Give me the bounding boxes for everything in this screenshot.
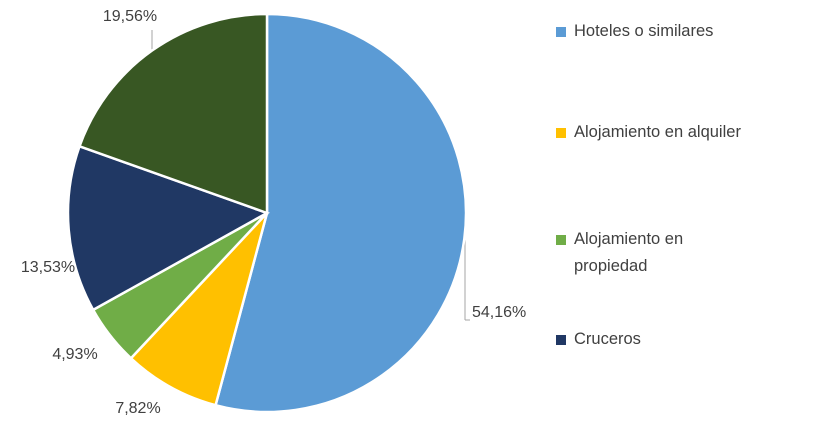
legend-label: Alojamiento en propiedad — [574, 230, 684, 275]
legend-swatch — [556, 235, 566, 245]
legend-swatch — [556, 27, 566, 37]
legend-item: Alojamiento en alquiler — [556, 119, 741, 146]
pie-slice — [77, 12, 269, 215]
data-label: 13,53% — [21, 259, 75, 276]
data-label: 7,82% — [115, 400, 160, 417]
pie-slice — [214, 12, 468, 414]
legend-label: Hoteles o similares — [574, 22, 714, 40]
legend-item: Hoteles o similares — [556, 18, 713, 45]
legend-item: Cruceros — [556, 326, 641, 353]
data-label: 4,93% — [52, 346, 97, 363]
pie-slice — [66, 144, 271, 312]
data-label: 54,16% — [472, 304, 526, 321]
data-label: 19,56% — [103, 8, 157, 25]
legend-label: Cruceros — [574, 330, 641, 348]
legend-swatch — [556, 335, 566, 345]
legend-swatch — [556, 128, 566, 138]
legend-item: Alojamiento en propiedad — [556, 226, 726, 280]
legend-label: Alojamiento en alquiler — [574, 123, 741, 141]
pie-slice — [129, 212, 269, 407]
